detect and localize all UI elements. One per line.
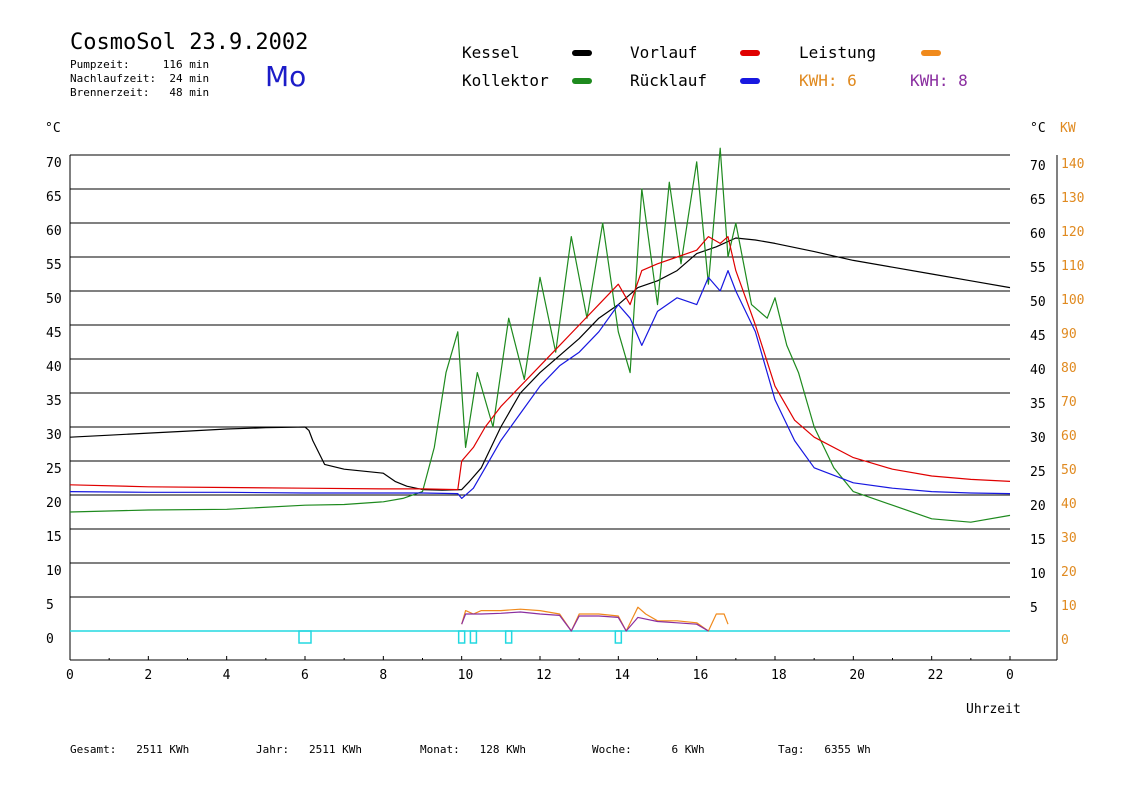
x-tick-label: 4 bbox=[223, 668, 231, 683]
pump-marker bbox=[469, 630, 478, 644]
legend-kwh-purple: KWH: 8 bbox=[910, 71, 968, 90]
y-right-c-tick-label: 35 bbox=[1030, 397, 1046, 412]
y-left-tick-label: 45 bbox=[46, 326, 62, 341]
pump-marker bbox=[504, 630, 513, 644]
y-left-tick-label: 50 bbox=[46, 292, 62, 307]
x-tick-label: 6 bbox=[301, 668, 309, 683]
brennerzeit-info: Brennerzeit: 48 min bbox=[70, 86, 210, 99]
x-tick-label: 2 bbox=[144, 668, 152, 683]
series-line-kollektor bbox=[69, 147, 1011, 523]
y-left-tick-label: 0 bbox=[46, 632, 54, 647]
y-right-kw-tick-label: 30 bbox=[1061, 531, 1077, 546]
y-left-tick-label: 30 bbox=[46, 428, 62, 443]
pump-marker bbox=[457, 630, 466, 644]
y-right-kw-tick-label: 50 bbox=[1061, 463, 1077, 478]
pump-marker bbox=[298, 630, 312, 644]
y-right-c-tick-label: 65 bbox=[1030, 193, 1046, 208]
y-right-kw-tick-label: 40 bbox=[1061, 497, 1077, 512]
y-right-c-tick-label: 5 bbox=[1030, 601, 1038, 616]
y-right-c-tick-label: 30 bbox=[1030, 431, 1046, 446]
y-right-c-tick-label: 25 bbox=[1030, 465, 1046, 480]
y-right-c-tick-label: 15 bbox=[1030, 533, 1046, 548]
x-tick-label: 20 bbox=[849, 668, 865, 683]
x-tick-label: 8 bbox=[379, 668, 387, 683]
x-axis-label: Uhrzeit bbox=[966, 702, 1021, 717]
series-line-kwhpump bbox=[461, 611, 709, 632]
y-right-kw-tick-label: 120 bbox=[1061, 225, 1084, 240]
y-right-c-tick-label: 70 bbox=[1030, 159, 1046, 174]
y-right-kw-tick-label: 20 bbox=[1061, 565, 1077, 580]
series-line-rcklauf bbox=[69, 270, 1011, 499]
legend-kwh-orange: KWH: 6 bbox=[799, 71, 857, 90]
series-line-vorlauf bbox=[69, 236, 1011, 491]
y-left-tick-label: 40 bbox=[46, 360, 62, 375]
footer-gesamt: Gesamt: 2511 KWh bbox=[70, 743, 190, 756]
y-right-kw-tick-label: 0 bbox=[1061, 633, 1069, 648]
pump-marker bbox=[614, 630, 623, 644]
footer-jahr: Jahr: 2511 KWh bbox=[256, 743, 362, 756]
pumpzeit-info: Pumpzeit: 116 min bbox=[70, 58, 210, 71]
legend-ruecklauf-swatch bbox=[740, 78, 760, 84]
legend-leistung-label: Leistung bbox=[799, 43, 877, 62]
y-right-kw-tick-label: 10 bbox=[1061, 599, 1077, 614]
series-line-kessel bbox=[69, 237, 1011, 491]
x-tick-label: 18 bbox=[771, 668, 787, 683]
legend-vorlauf-swatch bbox=[740, 50, 760, 56]
weekday-label: Mo bbox=[265, 60, 307, 93]
right-axis-unit-c: °C bbox=[1030, 121, 1046, 136]
legend-kessel-label: Kessel bbox=[462, 43, 520, 62]
x-tick-label: 0 bbox=[66, 668, 74, 683]
x-tick-label: 12 bbox=[536, 668, 552, 683]
y-right-kw-tick-label: 70 bbox=[1061, 395, 1077, 410]
y-left-tick-label: 65 bbox=[46, 190, 62, 205]
x-tick-label: 22 bbox=[928, 668, 944, 683]
y-left-tick-label: 25 bbox=[46, 462, 62, 477]
y-left-tick-label: 70 bbox=[46, 156, 62, 171]
legend-leistung-swatch bbox=[921, 50, 941, 56]
legend-kollektor-swatch bbox=[572, 78, 592, 84]
y-right-c-tick-label: 20 bbox=[1030, 499, 1046, 514]
x-tick-label: 14 bbox=[614, 668, 630, 683]
y-right-kw-tick-label: 90 bbox=[1061, 327, 1077, 342]
y-left-tick-label: 60 bbox=[46, 224, 62, 239]
x-tick-label: 0 bbox=[1006, 668, 1014, 683]
chart-title: CosmoSol 23.9.2002 bbox=[70, 30, 309, 55]
y-left-tick-label: 5 bbox=[46, 598, 54, 613]
series-line-leistung bbox=[461, 606, 729, 632]
legend-vorlauf-label: Vorlauf bbox=[630, 43, 698, 62]
y-right-c-tick-label: 55 bbox=[1030, 261, 1046, 276]
y-right-kw-tick-label: 140 bbox=[1061, 157, 1084, 172]
footer-tag: Tag: 6355 Wh bbox=[778, 743, 871, 756]
y-left-tick-label: 10 bbox=[46, 564, 62, 579]
y-left-tick-label: 20 bbox=[46, 496, 62, 511]
right-axis-unit-kw: KW bbox=[1060, 121, 1076, 136]
y-right-kw-tick-label: 80 bbox=[1061, 361, 1077, 376]
y-left-tick-label: 15 bbox=[46, 530, 62, 545]
legend-kollektor-label: Kollektor bbox=[462, 71, 549, 90]
y-right-kw-tick-label: 60 bbox=[1061, 429, 1077, 444]
y-right-c-tick-label: 45 bbox=[1030, 329, 1046, 344]
footer-woche: Woche: 6 KWh bbox=[592, 743, 705, 756]
y-left-tick-label: 55 bbox=[46, 258, 62, 273]
x-tick-label: 10 bbox=[458, 668, 474, 683]
y-right-c-tick-label: 60 bbox=[1030, 227, 1046, 242]
y-right-kw-tick-label: 110 bbox=[1061, 259, 1084, 274]
y-right-c-tick-label: 50 bbox=[1030, 295, 1046, 310]
y-right-c-tick-label: 10 bbox=[1030, 567, 1046, 582]
legend-kessel-swatch bbox=[572, 50, 592, 56]
left-axis-unit: °C bbox=[45, 121, 61, 136]
x-tick-label: 16 bbox=[693, 668, 709, 683]
y-right-c-tick-label: 40 bbox=[1030, 363, 1046, 378]
y-left-tick-label: 35 bbox=[46, 394, 62, 409]
y-right-kw-tick-label: 100 bbox=[1061, 293, 1084, 308]
nachlaufzeit-info: Nachlaufzeit: 24 min bbox=[70, 72, 210, 85]
y-right-kw-tick-label: 130 bbox=[1061, 191, 1084, 206]
footer-monat: Monat: 128 KWh bbox=[420, 743, 526, 756]
legend-ruecklauf-label: Rücklauf bbox=[630, 71, 708, 90]
